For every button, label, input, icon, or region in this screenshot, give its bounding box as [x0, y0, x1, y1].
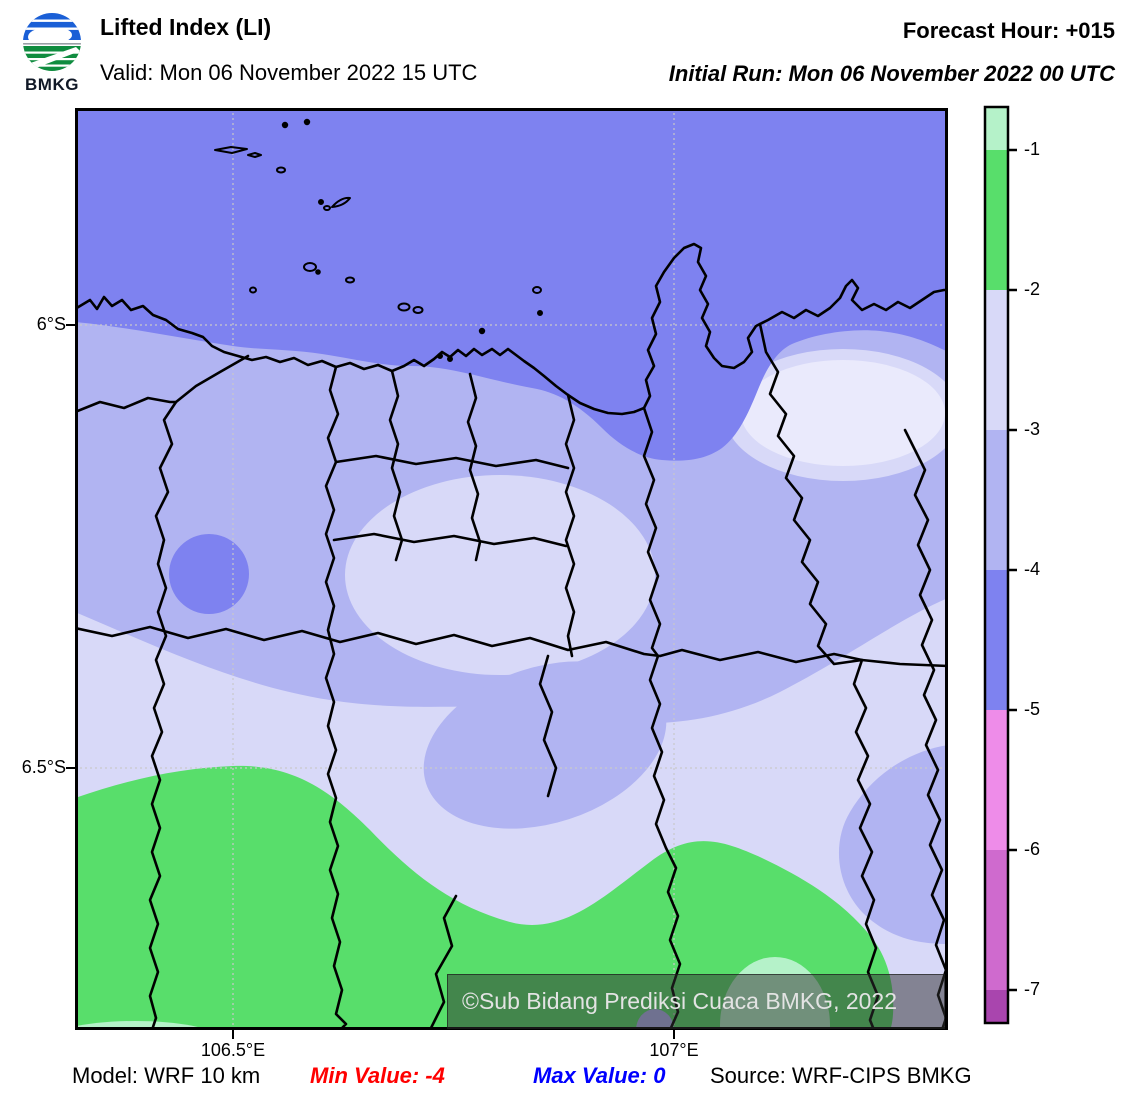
border-bottom-center	[428, 894, 458, 1030]
border-center-hook	[538, 654, 558, 798]
footer-max-value: Max Value: 0	[533, 1063, 666, 1088]
island	[249, 286, 257, 294]
border-jakarta-inner-2	[466, 372, 482, 562]
colorbar-tick-label-4: -4	[1024, 559, 1041, 579]
island	[281, 121, 289, 129]
island	[532, 286, 542, 294]
colorbar-segment-2	[985, 290, 1008, 430]
contour-pale-center-pocket	[345, 475, 655, 675]
ytick-label-6-5s: 6.5°S	[21, 757, 66, 777]
border-west-branch	[75, 396, 178, 414]
border-right-edge-ns	[903, 428, 948, 1030]
island	[276, 166, 286, 174]
colorbar-segment-5	[985, 710, 1008, 850]
graticule	[75, 108, 948, 1030]
border-horizontal-bogor-north	[75, 625, 948, 668]
border-bekasi-ns	[642, 406, 682, 1030]
colorbar-tick-label-1: -1	[1024, 139, 1041, 159]
initial-run: Initial Run: Mon 06 November 2022 00 UTC	[668, 61, 1115, 86]
border-jakarta-inner-1	[388, 369, 404, 562]
islands	[214, 118, 543, 362]
bmkg-logo-graphic: BMKG	[23, 13, 81, 94]
contour-palest-east-pocket	[741, 360, 945, 466]
border-jakarta-east	[564, 393, 576, 658]
island	[537, 310, 543, 316]
island	[412, 306, 424, 314]
island	[447, 356, 453, 362]
colorbar-tick-label-3: -3	[1024, 419, 1041, 439]
island	[345, 276, 355, 284]
map-panel	[75, 108, 948, 1030]
colorbar-segment-7	[985, 990, 1008, 1023]
page-title: Lifted Index (LI)	[100, 14, 272, 40]
valid-time: Valid: Mon 06 November 2022 15 UTC	[100, 60, 478, 85]
border-west-ns	[148, 354, 250, 1030]
island	[303, 262, 317, 272]
border-tangerang-jakarta	[324, 365, 348, 1030]
island	[437, 353, 443, 359]
colorbar-segment-1	[985, 150, 1008, 290]
footer-source: Source: WRF-CIPS BMKG	[710, 1063, 972, 1088]
footer-model: Model: WRF 10 km	[72, 1063, 261, 1088]
island	[478, 327, 486, 335]
xtick-label-107e: 107°E	[649, 1040, 699, 1060]
island	[331, 196, 351, 208]
border-jakarta-inner-4	[332, 532, 568, 548]
xtick-mark-106-5e	[232, 1030, 234, 1039]
xtick-label-106-5e: 106.5°E	[200, 1040, 266, 1060]
logo-swoosh	[23, 47, 80, 71]
border-bekasi-karawang-diagonal	[758, 322, 864, 666]
border-jakarta-inner-3	[334, 454, 570, 470]
island	[247, 152, 262, 158]
logo-text: BMKG	[25, 75, 79, 94]
contour-sea-region	[75, 108, 948, 461]
coastline	[75, 242, 948, 416]
island	[397, 302, 411, 312]
colorbar	[983, 105, 1017, 1025]
island	[214, 146, 248, 154]
island	[315, 269, 321, 275]
watermark-text: ©Sub Bidang Prediksi Cuaca BMKG, 2022	[462, 988, 898, 1014]
island	[323, 205, 331, 211]
xtick-mark-107e	[673, 1030, 675, 1039]
bmkg-logo: BMKG	[14, 6, 90, 94]
contour-dark-inland-blob	[169, 534, 249, 614]
island	[303, 118, 311, 126]
footer-min-value: Min Value: -4	[310, 1063, 445, 1088]
colorbar-tick-label-7: -7	[1024, 979, 1041, 999]
colorbar-tick-label-5: -5	[1024, 699, 1041, 719]
island	[318, 199, 324, 205]
colorbar-segment-3	[985, 430, 1008, 570]
colorbar-segment-4	[985, 570, 1008, 710]
colorbar-frame	[983, 105, 1010, 1025]
colorbar-tick-label-2: -2	[1024, 279, 1041, 299]
colorbar-ticks	[1008, 148, 1017, 992]
ytick-mark-6s	[66, 324, 75, 326]
colorbar-segment-6	[985, 850, 1008, 990]
contour-green-south	[75, 765, 894, 1030]
colorbar-segment-0	[985, 107, 1008, 150]
ytick-label-6s: 6°S	[36, 314, 66, 334]
colorbar-tick-label-6: -6	[1024, 839, 1041, 859]
watermark-box: ©Sub Bidang Prediksi Cuaca BMKG, 2022	[447, 974, 945, 1029]
forecast-hour: Forecast Hour: +015	[902, 18, 1115, 43]
ytick-mark-6-5s	[66, 767, 75, 769]
